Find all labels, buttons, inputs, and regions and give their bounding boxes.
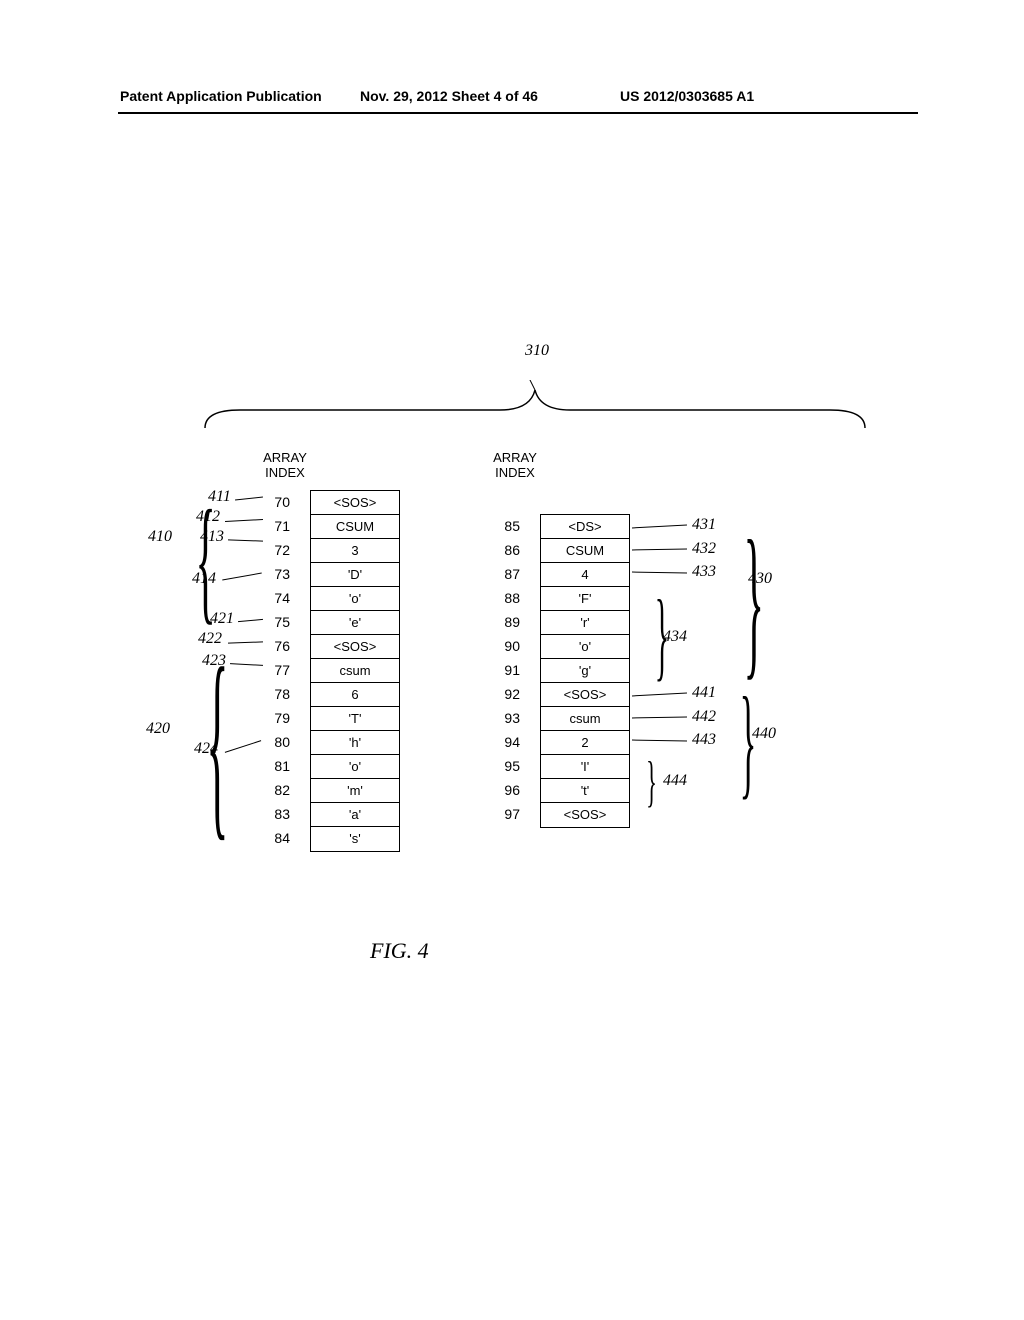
cell: <SOS> — [541, 683, 629, 707]
idx: 88 — [490, 586, 520, 610]
header-rule — [118, 112, 918, 114]
idx: 79 — [260, 706, 290, 730]
brace-410: { — [196, 490, 216, 630]
idx: 96 — [490, 778, 520, 802]
cell: 'F' — [541, 587, 629, 611]
idx: 84 — [260, 826, 290, 850]
top-brace — [200, 380, 870, 430]
ref-431: 431 — [692, 516, 716, 534]
idx: 75 — [260, 610, 290, 634]
cell: CSUM — [311, 515, 399, 539]
ref-443: 443 — [692, 731, 716, 749]
idx: 71 — [260, 514, 290, 538]
leader-432 — [632, 549, 687, 551]
idx: 80 — [260, 730, 290, 754]
leader-411 — [235, 497, 263, 501]
cell: 3 — [311, 539, 399, 563]
idx: 72 — [260, 538, 290, 562]
array-index-header-right: ARRAY INDEX — [485, 450, 545, 480]
table-right: <DS> CSUM 4 'F' 'r' 'o' 'g' <SOS> csum 2… — [540, 514, 630, 828]
ref-420: 420 — [146, 720, 170, 738]
cell: 'e' — [311, 611, 399, 635]
header-right: US 2012/0303685 A1 — [620, 88, 754, 104]
leader-424 — [225, 740, 261, 753]
idx: 92 — [490, 682, 520, 706]
array-index-header-left: ARRAY INDEX — [255, 450, 315, 480]
cell: 'o' — [311, 755, 399, 779]
ref-442: 442 — [692, 708, 716, 726]
idx: 93 — [490, 706, 520, 730]
ref-441: 441 — [692, 684, 716, 702]
brace-444: } — [646, 754, 657, 810]
index-col-left: 70 71 72 73 74 75 76 77 78 79 80 81 82 8… — [260, 490, 290, 850]
ref-430: 430 — [748, 570, 772, 588]
leader-423 — [230, 663, 263, 666]
cell: 'h' — [311, 731, 399, 755]
cell: 'g' — [541, 659, 629, 683]
cell: 6 — [311, 683, 399, 707]
cell: 4 — [541, 563, 629, 587]
cell: 'a' — [311, 803, 399, 827]
idx: 95 — [490, 754, 520, 778]
cell: 't' — [541, 779, 629, 803]
cell: 2 — [541, 731, 629, 755]
cell: 'o' — [541, 635, 629, 659]
cell: <SOS> — [541, 803, 629, 827]
leader-422 — [228, 641, 263, 643]
idx: 78 — [260, 682, 290, 706]
ref-432: 432 — [692, 540, 716, 558]
cell: CSUM — [541, 539, 629, 563]
idx: 91 — [490, 658, 520, 682]
ref-310: 310 — [525, 342, 549, 360]
idx: 85 — [490, 514, 520, 538]
brace-420: { — [206, 637, 228, 847]
cell: <SOS> — [311, 491, 399, 515]
index-col-right: 85 86 87 88 89 90 91 92 93 94 95 96 97 — [490, 514, 520, 826]
cell: 's' — [311, 827, 399, 851]
idx: 89 — [490, 610, 520, 634]
idx: 70 — [260, 490, 290, 514]
ref-440: 440 — [752, 725, 776, 743]
idx: 94 — [490, 730, 520, 754]
idx: 81 — [260, 754, 290, 778]
header-left: Patent Application Publication — [120, 88, 322, 104]
ref-444: 444 — [663, 772, 687, 790]
leader-412 — [225, 519, 263, 522]
ref-410: 410 — [148, 528, 172, 546]
idx: 97 — [490, 802, 520, 826]
idx: 87 — [490, 562, 520, 586]
leader-442 — [632, 717, 687, 719]
idx: 73 — [260, 562, 290, 586]
leader-414 — [222, 573, 262, 581]
leader-431 — [632, 525, 687, 529]
idx: 74 — [260, 586, 290, 610]
cell: 'r' — [541, 611, 629, 635]
idx: 82 — [260, 778, 290, 802]
leader-433 — [632, 572, 687, 574]
figure-caption: FIG. 4 — [370, 938, 429, 964]
cell: 'I' — [541, 755, 629, 779]
cell: 'm' — [311, 779, 399, 803]
cell: 'D' — [311, 563, 399, 587]
idx: 83 — [260, 802, 290, 826]
cell: 'T' — [311, 707, 399, 731]
idx: 76 — [260, 634, 290, 658]
leader-443 — [632, 740, 687, 742]
cell: <DS> — [541, 515, 629, 539]
leader-441 — [632, 693, 687, 697]
leader-413 — [228, 539, 263, 541]
ref-433: 433 — [692, 563, 716, 581]
cell: 'o' — [311, 587, 399, 611]
cell: csum — [311, 659, 399, 683]
header-center: Nov. 29, 2012 Sheet 4 of 46 — [360, 88, 538, 104]
brace-434: } — [655, 585, 669, 685]
brace-430: } — [744, 515, 764, 685]
idx: 86 — [490, 538, 520, 562]
cell: csum — [541, 707, 629, 731]
idx: 77 — [260, 658, 290, 682]
idx: 90 — [490, 634, 520, 658]
table-left: <SOS> CSUM 3 'D' 'o' 'e' <SOS> csum 6 'T… — [310, 490, 400, 852]
cell: <SOS> — [311, 635, 399, 659]
